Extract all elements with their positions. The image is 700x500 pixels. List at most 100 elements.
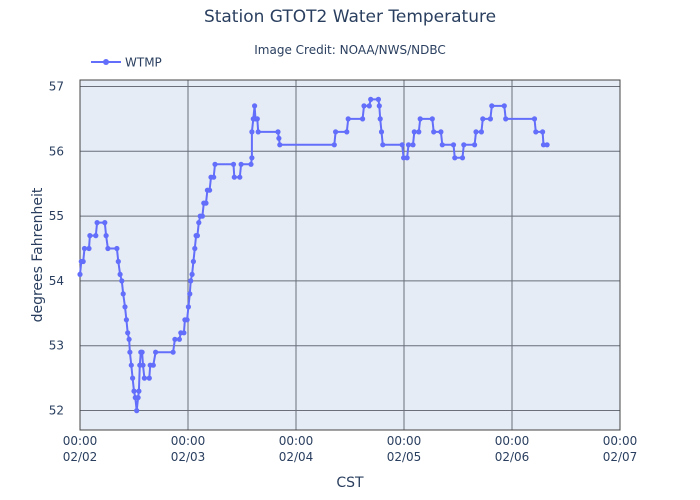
data-point[interactable] (115, 258, 121, 265)
data-point[interactable] (134, 408, 140, 414)
data-point[interactable] (189, 271, 195, 277)
data-point[interactable] (176, 336, 182, 342)
data-point[interactable] (378, 129, 385, 135)
data-point[interactable] (122, 304, 128, 310)
data-point[interactable] (333, 129, 339, 135)
data-point[interactable] (501, 103, 507, 109)
data-point[interactable] (533, 129, 539, 135)
data-point[interactable] (135, 395, 141, 401)
data-point[interactable] (376, 103, 382, 109)
data-point[interactable] (150, 362, 156, 368)
data-point[interactable] (377, 116, 383, 122)
data-point[interactable] (94, 220, 100, 226)
data-point[interactable] (461, 142, 467, 148)
data-point[interactable] (120, 291, 126, 297)
data-point[interactable] (404, 155, 410, 161)
data-point[interactable] (102, 220, 108, 226)
data-point[interactable] (478, 129, 484, 135)
data-point[interactable] (87, 233, 93, 239)
data-point[interactable] (230, 161, 237, 167)
data-point[interactable] (366, 103, 372, 109)
data-point[interactable] (405, 142, 412, 148)
data-point[interactable] (345, 116, 351, 122)
legend[interactable]: WTMP (91, 56, 162, 70)
data-point[interactable] (199, 213, 205, 219)
data-point[interactable] (472, 142, 478, 148)
data-point[interactable] (86, 245, 92, 252)
data-point[interactable] (211, 174, 217, 180)
data-point[interactable] (203, 200, 209, 206)
data-point[interactable] (249, 155, 255, 161)
data-point[interactable] (360, 116, 366, 122)
data-point[interactable] (238, 161, 244, 167)
data-point[interactable] (140, 362, 146, 368)
data-point[interactable] (276, 135, 282, 141)
data-point[interactable] (531, 116, 538, 122)
data-point[interactable] (188, 278, 194, 284)
data-point[interactable] (544, 142, 550, 148)
data-point[interactable] (184, 317, 190, 323)
data-point[interactable] (141, 375, 147, 381)
data-point[interactable] (123, 317, 129, 323)
data-point[interactable] (540, 129, 546, 135)
data-point[interactable] (194, 233, 200, 239)
data-point[interactable] (411, 129, 417, 135)
data-point[interactable] (277, 142, 283, 148)
data-point[interactable] (212, 161, 218, 167)
data-point[interactable] (231, 174, 237, 180)
data-point[interactable] (275, 129, 281, 135)
data-point[interactable] (438, 129, 444, 135)
data-point[interactable] (452, 155, 458, 161)
data-point[interactable] (105, 245, 111, 252)
data-point[interactable] (127, 349, 133, 355)
data-point[interactable] (170, 349, 176, 355)
data-point[interactable] (489, 103, 495, 109)
data-point[interactable] (172, 336, 178, 342)
data-point[interactable] (248, 161, 254, 167)
data-point[interactable] (487, 116, 493, 122)
data-point[interactable] (255, 129, 261, 135)
data-point[interactable] (136, 388, 142, 394)
data-point[interactable] (207, 187, 213, 193)
data-point[interactable] (131, 388, 137, 394)
data-point[interactable] (93, 233, 99, 239)
data-point[interactable] (429, 116, 435, 122)
data-point[interactable] (344, 129, 350, 135)
data-point[interactable] (117, 271, 123, 277)
data-point[interactable] (380, 142, 386, 148)
data-point[interactable] (196, 220, 202, 226)
data-point[interactable] (128, 362, 134, 368)
data-point[interactable] (375, 96, 381, 102)
data-point[interactable] (153, 349, 159, 355)
data-point[interactable] (185, 304, 191, 310)
data-point[interactable] (450, 142, 457, 148)
data-point[interactable] (410, 142, 416, 148)
data-point[interactable] (249, 129, 255, 135)
data-point[interactable] (459, 155, 466, 161)
data-point[interactable] (139, 349, 145, 355)
data-point[interactable] (130, 375, 136, 381)
data-point[interactable] (503, 116, 509, 122)
data-point[interactable] (237, 174, 243, 180)
data-point[interactable] (431, 129, 437, 135)
data-point[interactable] (126, 336, 132, 342)
data-point[interactable] (252, 103, 258, 109)
data-point[interactable] (187, 291, 193, 297)
data-point[interactable] (103, 233, 109, 239)
data-point[interactable] (417, 116, 423, 122)
data-point[interactable] (368, 96, 374, 102)
data-point[interactable] (125, 330, 131, 336)
data-point[interactable] (331, 142, 337, 148)
data-point[interactable] (473, 129, 479, 135)
data-point[interactable] (192, 245, 198, 252)
data-point[interactable] (399, 142, 405, 148)
data-point[interactable] (439, 142, 445, 148)
data-point[interactable] (181, 330, 187, 336)
data-point[interactable] (361, 103, 367, 109)
data-point[interactable] (77, 271, 83, 277)
data-point[interactable] (80, 258, 86, 265)
data-point[interactable] (146, 375, 152, 381)
data-point[interactable] (416, 129, 422, 135)
data-point[interactable] (114, 245, 120, 252)
data-point[interactable] (480, 116, 486, 122)
